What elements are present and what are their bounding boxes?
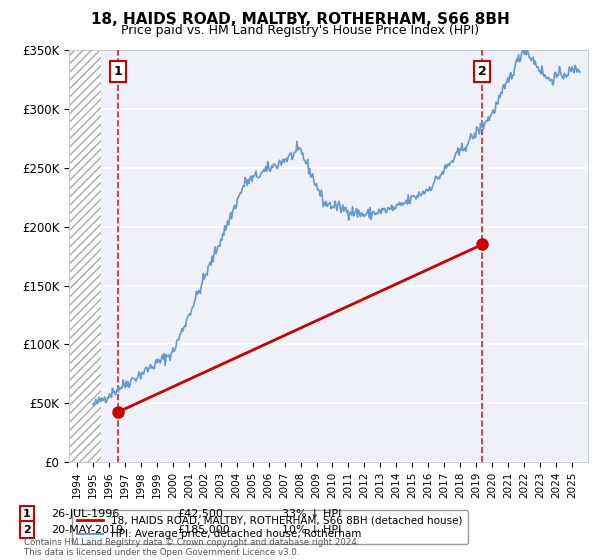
- Text: £42,500: £42,500: [177, 509, 223, 519]
- Text: Contains HM Land Registry data © Crown copyright and database right 2024.
This d: Contains HM Land Registry data © Crown c…: [24, 538, 359, 557]
- Bar: [69, 50, 101, 462]
- Text: 20-MAY-2019: 20-MAY-2019: [51, 525, 123, 535]
- Text: 33% ↓ HPI: 33% ↓ HPI: [282, 509, 341, 519]
- Text: 1: 1: [23, 509, 31, 519]
- Text: 18, HAIDS ROAD, MALTBY, ROTHERHAM, S66 8BH: 18, HAIDS ROAD, MALTBY, ROTHERHAM, S66 8…: [91, 12, 509, 27]
- Text: 2: 2: [23, 525, 31, 535]
- Text: 26-JUL-1996: 26-JUL-1996: [51, 509, 119, 519]
- Text: 1: 1: [113, 65, 122, 78]
- Text: 2: 2: [478, 65, 487, 78]
- Text: £185,000: £185,000: [177, 525, 230, 535]
- Legend: 18, HAIDS ROAD, MALTBY, ROTHERHAM, S66 8BH (detached house), HPI: Average price,: 18, HAIDS ROAD, MALTBY, ROTHERHAM, S66 8…: [71, 510, 468, 544]
- Text: Price paid vs. HM Land Registry's House Price Index (HPI): Price paid vs. HM Land Registry's House …: [121, 24, 479, 37]
- Text: 10% ↓ HPI: 10% ↓ HPI: [282, 525, 341, 535]
